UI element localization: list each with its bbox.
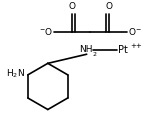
Text: O: O — [105, 2, 112, 11]
Text: 2: 2 — [92, 52, 96, 57]
Text: ++: ++ — [130, 43, 142, 49]
Text: NH: NH — [79, 45, 92, 54]
Text: O$^{-}$: O$^{-}$ — [128, 26, 142, 37]
Text: Pt: Pt — [118, 45, 128, 55]
Text: O: O — [69, 2, 76, 11]
Text: H$_2$N: H$_2$N — [6, 67, 25, 80]
Text: $^{-}$O: $^{-}$O — [39, 26, 53, 37]
